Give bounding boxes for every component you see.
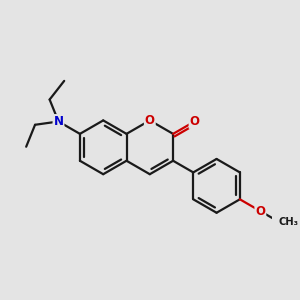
Text: CH₃: CH₃: [279, 217, 299, 227]
Text: O: O: [145, 114, 155, 127]
Text: O: O: [190, 115, 200, 128]
Text: O: O: [255, 205, 266, 218]
Text: N: N: [53, 115, 64, 128]
